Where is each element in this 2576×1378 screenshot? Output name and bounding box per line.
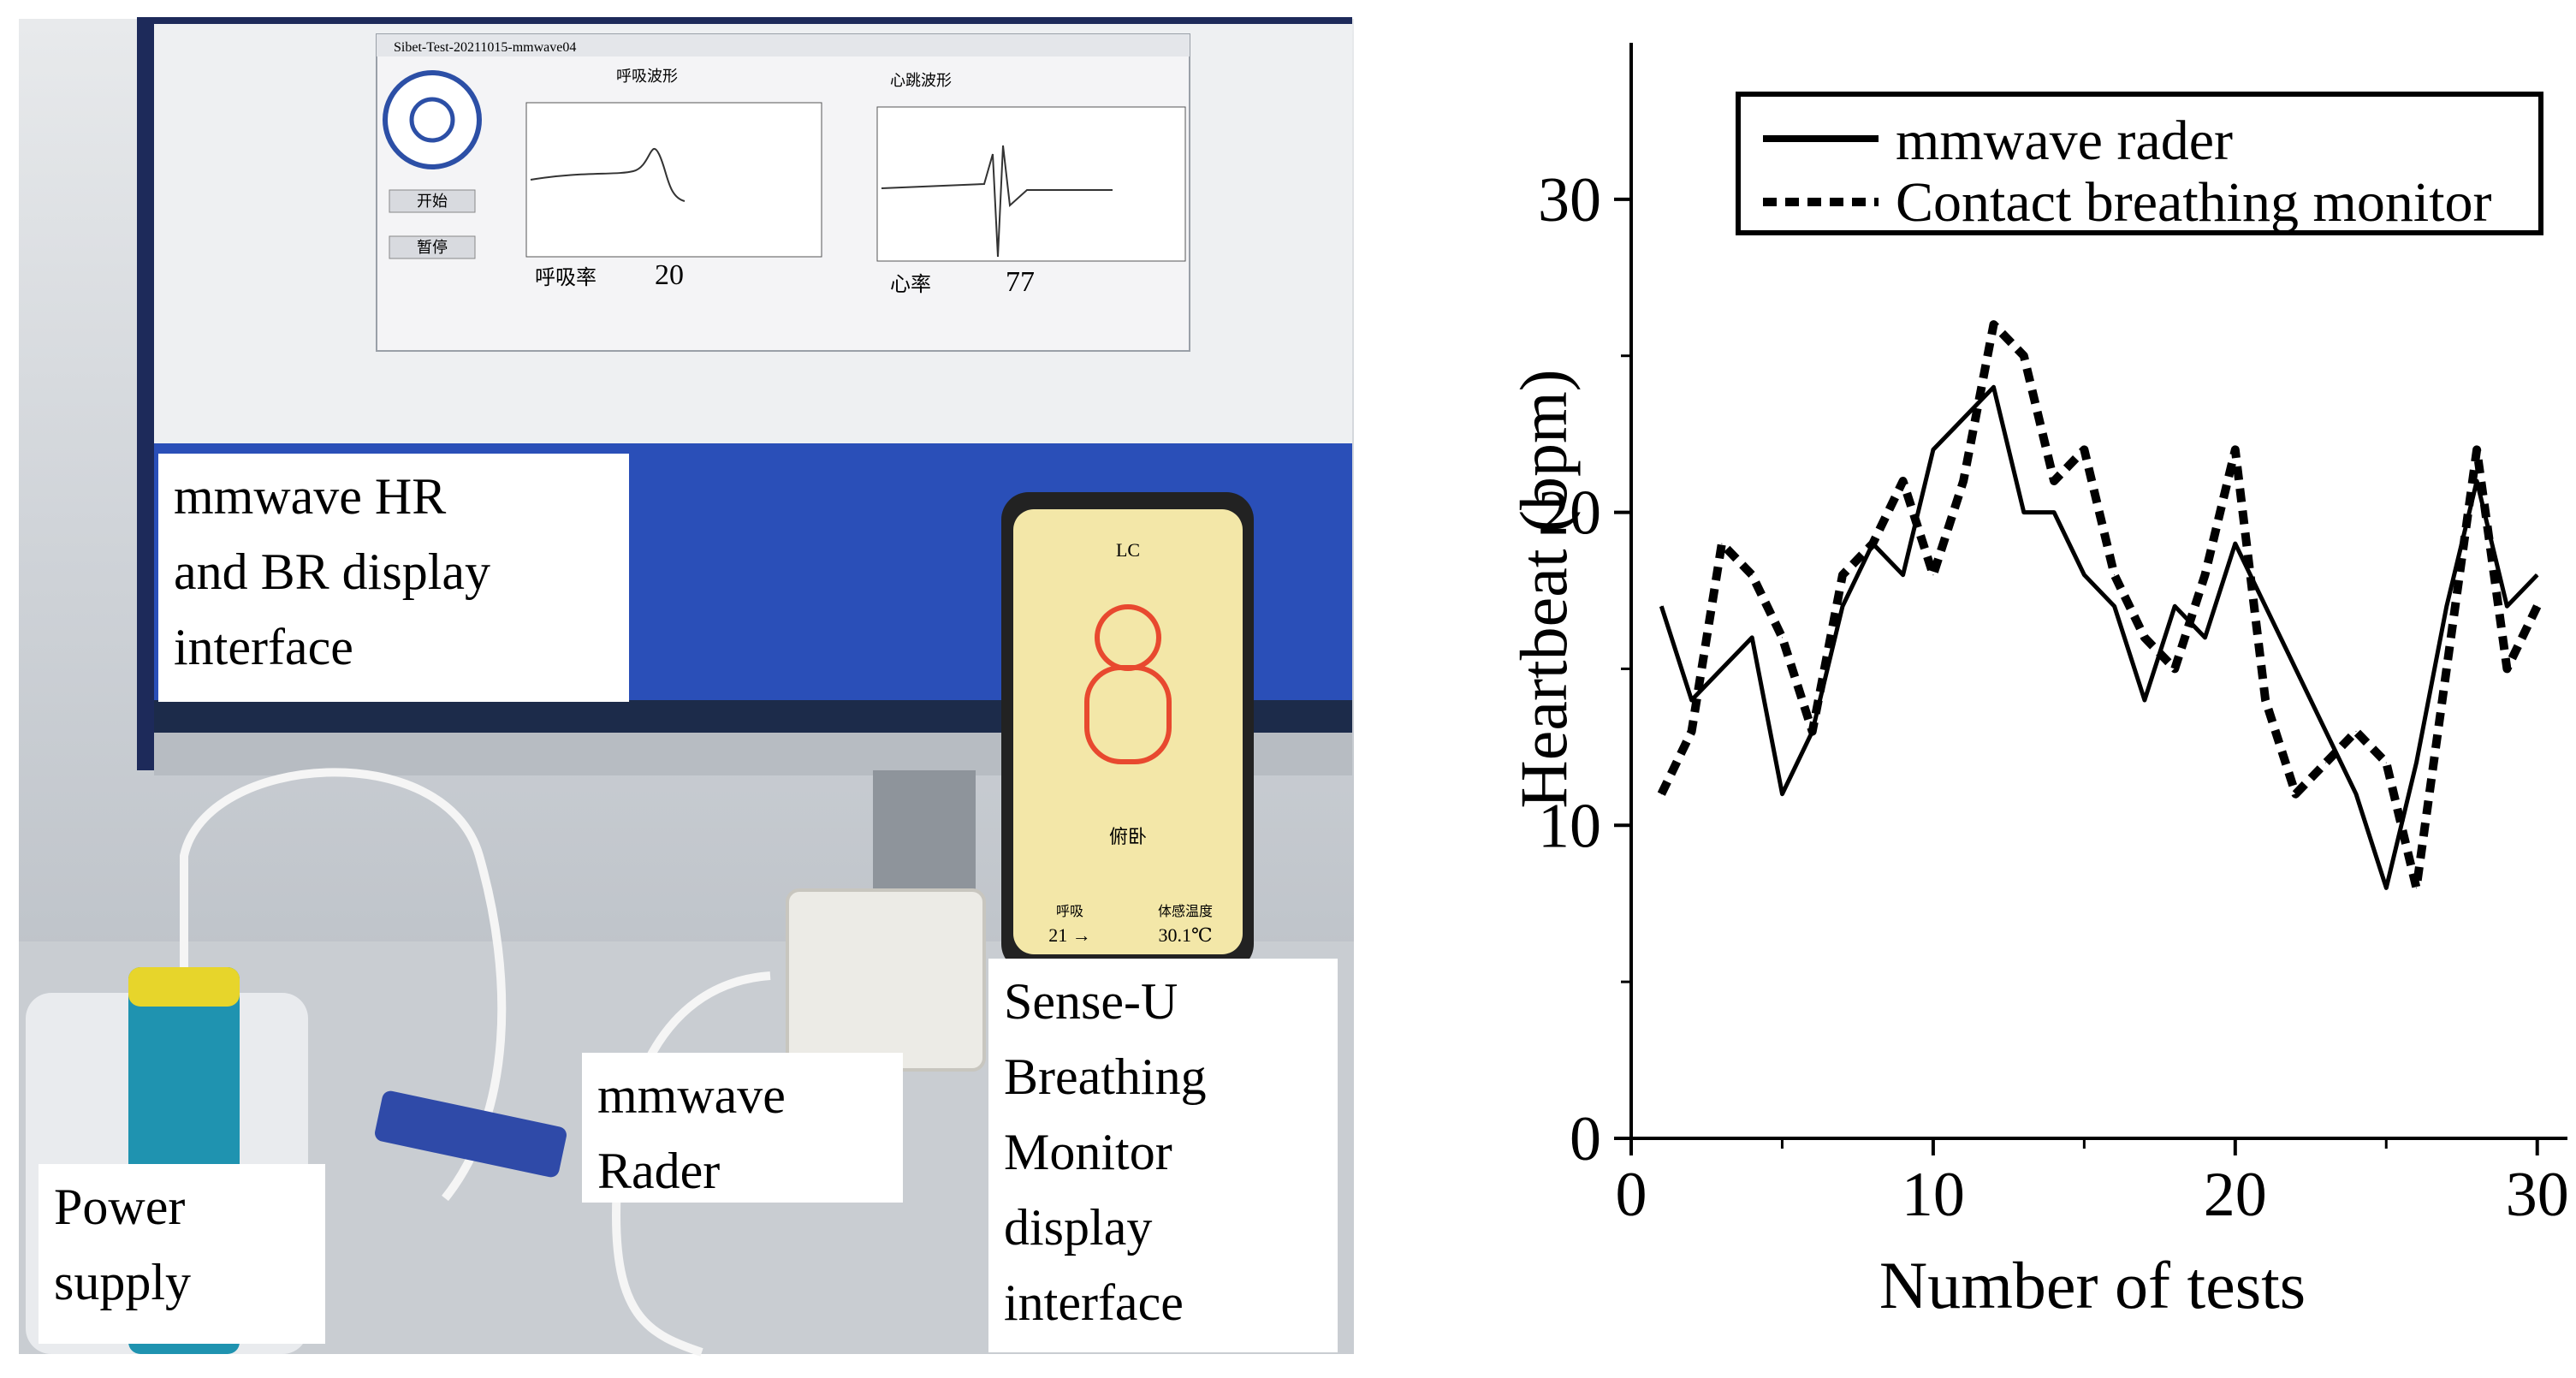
usb-hub [375,1090,567,1178]
legend: mmwave rader Contact breathing monitor [1736,92,2543,235]
y-tick-label: 10 [1538,791,1601,861]
point-contact [2053,480,2055,482]
point-mmwave [2294,668,2296,669]
point-mmwave [2264,605,2266,607]
start-button-label: 开始 [417,193,448,210]
point-contact [2144,637,2146,639]
chart-svg: 0 10 20 30 0 10 20 30 Number of tests Heartbeat… [1506,43,2569,1322]
point-mmwave [1721,668,1723,669]
baby-body-icon [1084,665,1172,764]
legend-box [1736,92,2543,235]
point-contact [2355,731,2357,733]
point-contact [1962,480,1964,482]
phone-posture-status: 俯卧 [1109,826,1147,847]
y-tick-label: 20 [1538,478,1601,549]
point-contact [2264,699,2266,701]
point-contact [2023,355,2025,357]
legend-label-contact: Contact breathing monitor [1896,171,2492,234]
point-contact [2506,668,2508,669]
x-tick-label: 30 [2506,1160,2569,1230]
point-mmwave [2144,699,2146,701]
series-line-contact [1657,320,2542,893]
tick-marks: 0 10 20 30 0 10 20 30 [1538,165,2569,1230]
pause-button-label: 暂停 [417,239,448,256]
breath-waveform [530,147,686,202]
point-contact [1691,731,1693,733]
point-contact [2114,574,2116,576]
start-button[interactable] [389,189,476,213]
pause-button[interactable] [389,235,476,259]
point-contact [1812,731,1813,733]
y-axis-label: Heartbeat (bpm) [1506,369,1581,808]
point-mmwave [1962,418,1964,419]
series-lines [1657,320,2542,893]
axes [1629,43,2567,1140]
heart-waveform [881,145,1113,258]
usb-cable-power [180,768,507,1202]
heart-rate-value: 77 [1006,266,1035,298]
setup-photo: Sibet-Test-20211015-mmwave04 开始 暂停 呼吸波形 … [19,17,1354,1354]
point-mmwave [2355,793,2357,795]
label-display-interface: mmwave HR and BR display interface [158,454,629,702]
point-contact [1751,574,1753,576]
legend-label-mmwave: mmwave rader [1896,110,2233,172]
breath-rate-value: 20 [655,259,684,291]
x-tick-label: 0 [1616,1160,1647,1230]
point-mmwave [2446,605,2448,607]
point-contact [1721,543,1723,544]
label-mmwave-radar: mmwave Rader [582,1053,903,1203]
point-mmwave [1902,574,1904,576]
mmwave-radar-device [786,888,986,1072]
breath-rate-label: 呼吸率 [535,266,597,289]
institute-logo [383,70,482,169]
point-contact [1660,793,1662,795]
heart-wave-title: 心跳波形 [890,72,952,89]
x-tick-label: 10 [1902,1160,1965,1230]
point-mmwave [1660,605,1662,607]
series-line-mmwave [1659,384,2539,890]
app-window-titlebar [377,34,1190,56]
point-contact [2446,668,2448,669]
point-mmwave [1691,699,1693,701]
x-axis-label: Number of tests [1879,1248,2306,1322]
point-contact [2083,448,2085,450]
breath-wave-title: 呼吸波形 [616,68,678,85]
phone-breath-value: 21 → [1048,924,1091,946]
phone-screen [1013,509,1243,954]
point-contact [2476,448,2478,450]
point-mmwave [2053,512,2055,514]
point-contact [1992,324,1994,325]
phone-temp-label: 体感温度 [1158,904,1213,919]
point-mmwave [1751,637,1753,639]
point-mmwave [2506,605,2508,607]
breath-wave-plot [525,102,822,258]
point-mmwave [1992,386,1994,388]
phone-temp-value: 30.1℃ [1158,924,1212,946]
power-bank-cap [128,967,240,1007]
point-mmwave [2023,512,2025,514]
point-mmwave [1932,448,1934,450]
point-mmwave [2325,731,2327,733]
app-window-title: Sibet-Test-20211015-mmwave04 [394,40,576,55]
point-contact [1932,574,1934,576]
institute-logo-inner [409,97,455,143]
point-contact [1902,480,1904,482]
point-contact [1781,637,1783,639]
heartbeat-chart: 0 10 20 30 0 10 20 30 Number of tests Heartbeat… [1369,0,2576,1374]
label-power-supply: Power supply [39,1164,325,1344]
heart-rate-label: 心率 [890,273,931,296]
y-tick-label: 0 [1570,1104,1601,1174]
y-tick-label: 30 [1538,165,1601,235]
heart-wave-plot [876,106,1186,262]
point-mmwave [2114,605,2116,607]
x-tick-label: 20 [2204,1160,2267,1230]
label-senseu-monitor: Sense-U Breathing Monitor display interf… [988,959,1338,1352]
point-contact [2294,793,2296,795]
phone-breath-label: 呼吸 [1056,904,1083,919]
phone-header: LC [1116,539,1140,561]
point-mmwave [2083,574,2085,576]
point-mmwave [1781,793,1783,795]
